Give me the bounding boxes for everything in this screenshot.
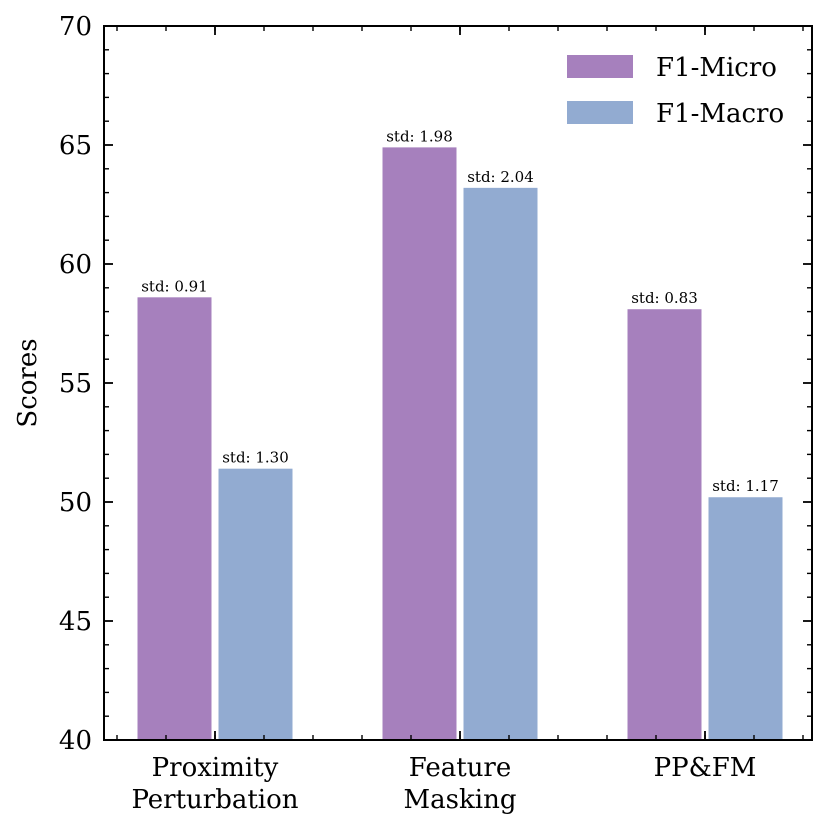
bar-f1-micro-0: [137, 297, 212, 740]
bar-f1-macro-1: [463, 187, 538, 741]
ytick-label: 40: [59, 726, 92, 756]
ytick-label: 45: [59, 607, 92, 637]
xtick-label: Proximity: [152, 753, 279, 783]
ytick-label: 55: [59, 369, 92, 399]
bar-label-f1-micro-0: std: 0.91: [141, 277, 208, 295]
legend-swatch-f1-micro: [567, 55, 633, 78]
legend-label-f1-macro: F1-Macro: [656, 99, 784, 129]
ytick-label: 70: [59, 12, 92, 42]
xtick-label: PP&FM: [654, 753, 757, 783]
ytick-label: 60: [59, 250, 92, 280]
bar-label-f1-micro-2: std: 0.83: [631, 289, 698, 307]
bar-label-f1-macro-0: std: 1.30: [222, 449, 289, 467]
xtick-label: Feature: [409, 753, 512, 783]
y-tick-labels: 40 45 50 55 60 65 70: [59, 12, 92, 756]
legend: F1-Micro F1-Macro: [567, 53, 784, 129]
xtick-label: Masking: [404, 785, 517, 815]
plot-frame: [103, 25, 813, 741]
bar-f1-macro-2: [708, 497, 783, 740]
legend-swatch-f1-macro: [567, 101, 633, 124]
bar-label-f1-macro-2: std: 1.17: [712, 477, 779, 495]
ytick-label: 65: [59, 131, 92, 161]
bar-labels-layer: std: 0.91 std: 1.98 std: 0.83 std: 1.30 std:…: [141, 127, 779, 495]
bar-f1-micro-1: [382, 147, 457, 740]
ytick-label: 50: [59, 488, 92, 518]
legend-label-f1-micro: F1-Micro: [656, 53, 777, 83]
y-axis-label: Scores: [13, 338, 43, 427]
bar-label-f1-macro-1: std: 2.04: [467, 168, 534, 186]
bar-f1-micro-2: [627, 309, 702, 740]
bar-label-f1-micro-1: std: 1.98: [386, 127, 453, 145]
bar-f1-macro-0: [218, 468, 293, 740]
bars-layer: [137, 147, 783, 741]
xtick-label: Perturbation: [131, 785, 298, 815]
